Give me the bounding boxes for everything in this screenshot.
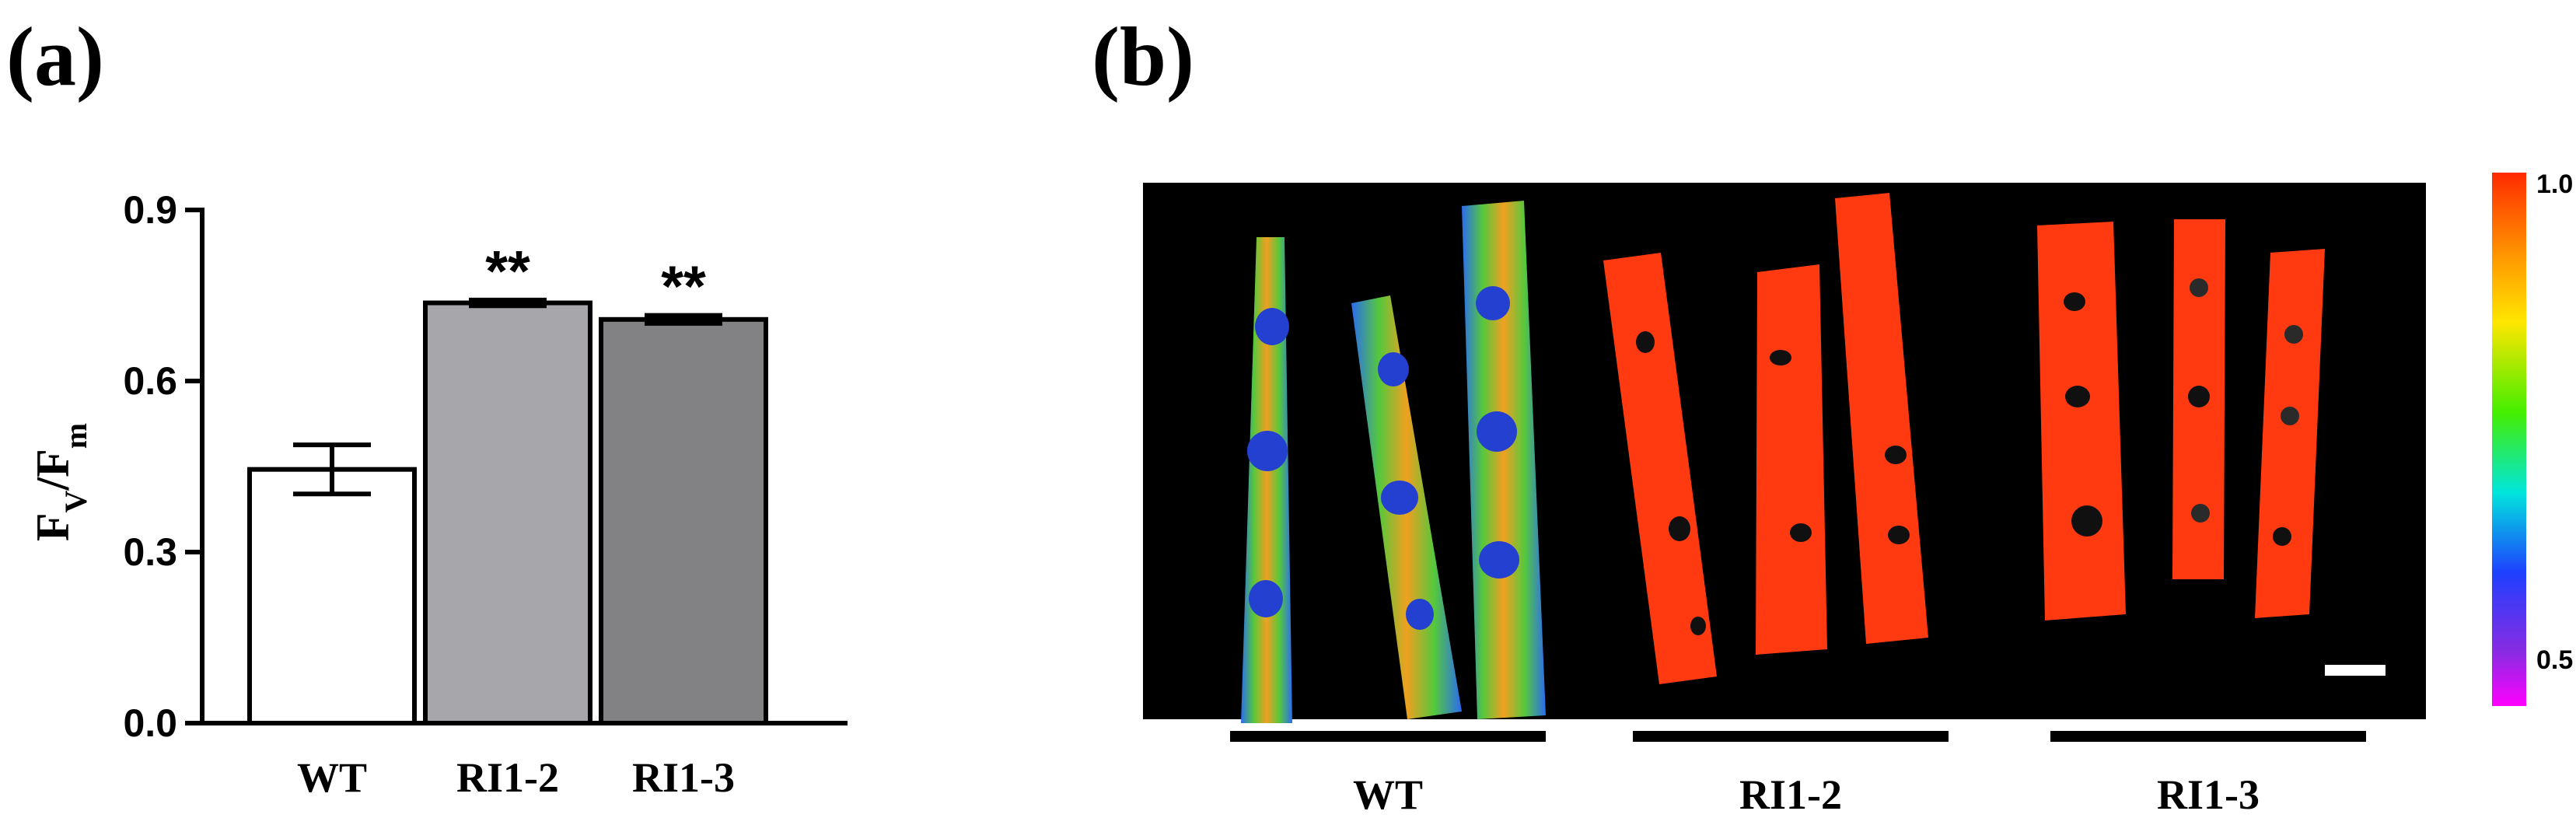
x-category-label: WT (297, 754, 367, 801)
colorbar-max-label: 1.0 (2536, 170, 2573, 199)
group-bar-ri1-2 (1633, 731, 1949, 742)
x-category-label: RI1-3 (632, 754, 735, 801)
group-label-wt: WT (1353, 771, 1423, 818)
panel-label-a: (a) (6, 11, 104, 103)
y-tick-label: 0.0 (123, 701, 177, 745)
leaf-wt-2 (1351, 295, 1462, 719)
fluorescence-image-panel: 1.0 0.5 WT RI1-2 RI1-3 (1143, 170, 2573, 818)
group-label-ri1-2: RI1-2 (1739, 771, 1842, 818)
leaf-wt-1 (1241, 237, 1292, 723)
significance-label: ** (661, 254, 706, 319)
colorbar-min-label: 0.5 (2536, 645, 2573, 675)
x-category-labels: WT RI1-2 RI1-3 (297, 754, 735, 801)
colorbar (2492, 173, 2526, 706)
scale-bar (2325, 665, 2386, 676)
bar-ri1-2 (423, 300, 592, 725)
panel-label-b: (b) (1092, 11, 1194, 103)
bar-ri1-3 (599, 316, 768, 725)
leaf-ri1-2-2 (1756, 264, 1827, 655)
group-label-ri1-3: RI1-3 (2157, 771, 2260, 818)
group-bar-ri1-3 (2050, 731, 2366, 742)
leaf-ri1-3-1 (2037, 222, 2126, 620)
error-bars (293, 297, 722, 497)
y-axis-label: FV/Fm (27, 423, 93, 541)
bar-wt (247, 467, 417, 726)
bar-chart: 0.0 0.3 0.6 0.9 ** ** WT RI1-2 RI1-3 FV/Fm (27, 188, 848, 801)
bars (247, 300, 768, 726)
y-tick-label: 0.3 (123, 530, 177, 574)
leaf-ri1-2-1 (1603, 253, 1717, 684)
y-ticks: 0.0 0.3 0.6 0.9 (123, 188, 202, 745)
y-tick-label: 0.6 (123, 359, 177, 403)
significance-label: ** (485, 239, 530, 303)
group-bar-wt (1230, 731, 1546, 742)
leaf-ri1-2-3 (1835, 193, 1928, 644)
leaf-wt-3 (1462, 201, 1546, 719)
leaf-ri1-3-3 (2255, 249, 2325, 618)
x-category-label: RI1-2 (456, 754, 559, 801)
y-tick-label: 0.9 (123, 188, 177, 232)
significance-markers: ** ** (485, 239, 706, 319)
leaf-ri1-3-2 (2172, 219, 2225, 579)
